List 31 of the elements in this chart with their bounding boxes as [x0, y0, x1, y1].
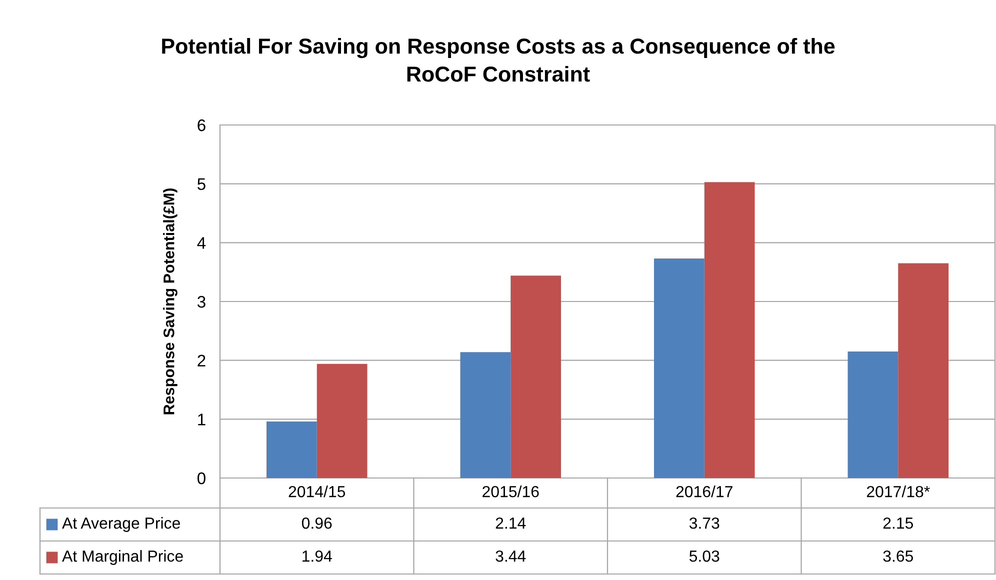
- data-label: 1.94: [302, 550, 332, 562]
- bar: [654, 258, 704, 478]
- bar: [704, 182, 755, 478]
- legend-label: At Average Price: [62, 517, 180, 532]
- y-tick-label: 1: [198, 414, 206, 426]
- data-label: 0.96: [302, 517, 332, 529]
- y-tick-label: 3: [197, 296, 206, 308]
- y-tick-label: 6: [198, 119, 206, 132]
- data-label: 2.14: [496, 517, 526, 529]
- y-tick-label: 0: [197, 472, 206, 484]
- bar: [510, 276, 561, 478]
- y-axis-title: Response Saving Potential(£M): [163, 188, 178, 414]
- bar: [316, 364, 368, 478]
- bar: [898, 263, 948, 478]
- bar: [266, 422, 317, 478]
- x-tick-label: 2015/16: [482, 486, 539, 498]
- x-tick-label: 2014/15: [288, 486, 346, 498]
- chart-title: Potential For Saving on Response Costs as a Consequence of the RoCoF Constraint: [162, 38, 835, 82]
- data-label: 3.73: [689, 517, 720, 529]
- bar: [460, 352, 511, 478]
- data-label: 5.03: [689, 550, 720, 562]
- x-tick-label: 2016/17: [676, 486, 732, 498]
- y-tick-label: 4: [197, 237, 206, 249]
- y-tick-label: 5: [198, 178, 206, 190]
- y-tick-label: 2: [198, 354, 206, 366]
- legend-label: At Marginal Price: [62, 550, 183, 565]
- data-label: 3.65: [883, 550, 913, 562]
- bar: [848, 352, 898, 478]
- data-label: 2.15: [883, 517, 913, 529]
- x-tick-label: 2017/18*: [866, 486, 930, 498]
- data-label: 3.44: [496, 550, 526, 562]
